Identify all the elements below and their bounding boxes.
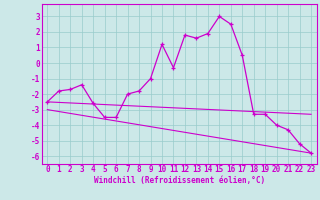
X-axis label: Windchill (Refroidissement éolien,°C): Windchill (Refroidissement éolien,°C): [94, 176, 265, 185]
